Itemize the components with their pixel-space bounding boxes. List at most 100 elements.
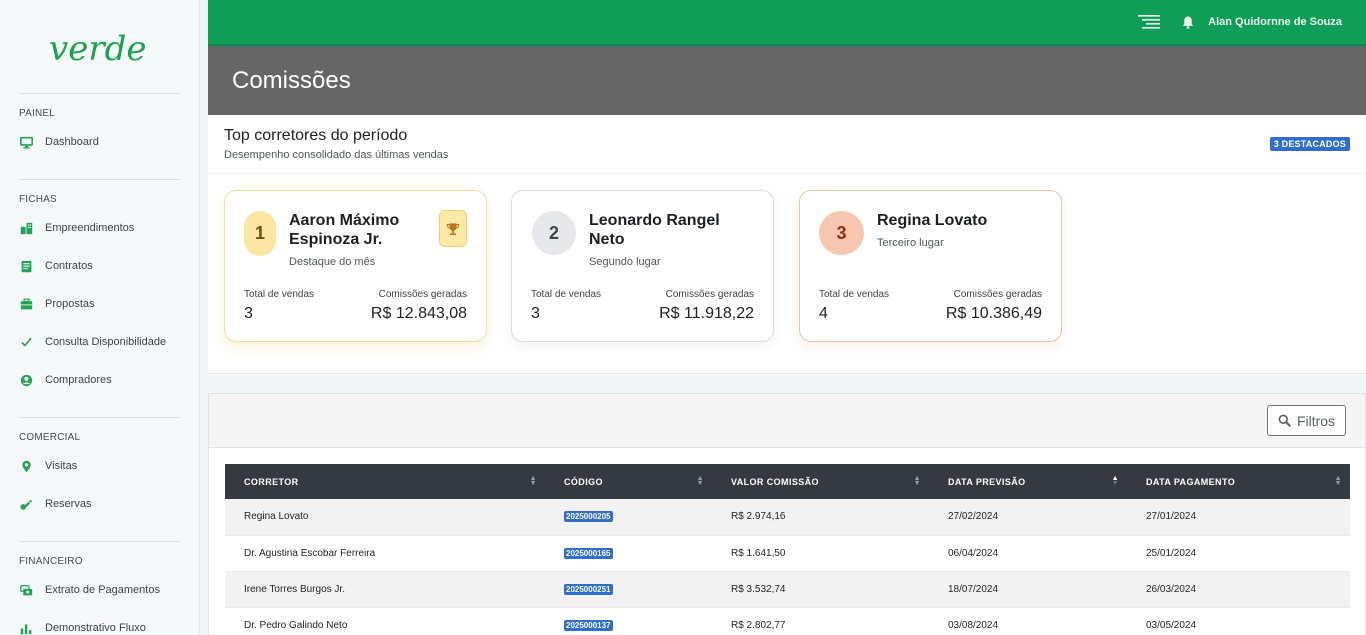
sidebar-item-label: Contratos: [45, 260, 93, 272]
sidebar-item-label: Propostas: [45, 298, 95, 310]
cell-broker: Irene Torres Burgos Jr.: [244, 583, 345, 595]
bar-chart-icon: [19, 621, 33, 635]
code-badge: 2025000137: [564, 619, 613, 631]
money-icon: [19, 583, 33, 597]
user-name[interactable]: Alan Quidornne de Souza: [1208, 16, 1342, 28]
rank-badge: 2: [532, 211, 576, 255]
menu-icon[interactable]: [1138, 15, 1161, 29]
document-icon: [19, 259, 33, 273]
code-badge: 2025000165: [564, 547, 613, 559]
cell-payment-date: 03/05/2024: [1146, 619, 1197, 631]
nav-section-comercial: COMERCIAL Visitas Reservas: [19, 417, 180, 541]
broker-subtitle: Terceiro lugar: [877, 237, 944, 249]
column-header-corretor[interactable]: CORRETOR ▲ ▼: [244, 475, 537, 487]
key-icon: [19, 497, 33, 511]
sidebar-item-label: Dashboard: [45, 136, 99, 148]
sidebar-item-label: Extrato de Pagamentos: [45, 584, 160, 596]
column-header-valor-comissao[interactable]: VALOR COMISSÃO ▲ ▼: [731, 475, 921, 487]
table-row[interactable]: Irene Torres Burgos Jr. 2025000251 R$ 3.…: [225, 571, 1350, 607]
sidebar-item-demonstrativo-fluxo[interactable]: Demonstrativo Fluxo: [19, 609, 180, 635]
top-brokers-panel: Top corretores do período Desempenho con…: [208, 115, 1366, 374]
sidebar-item-label: Visitas: [45, 460, 78, 472]
sidebar-item-extrato-pagamentos[interactable]: Extrato de Pagamentos: [19, 571, 180, 609]
sidebar-item-label: Demonstrativo Fluxo: [45, 622, 146, 634]
cell-payment-date: 25/01/2024: [1146, 547, 1197, 559]
svg-text:verde: verde: [49, 29, 146, 69]
broker-card-second[interactable]: 2 Leonardo Rangel Neto Segundo lugar Tot…: [511, 190, 774, 342]
broker-name: Aaron Máximo Espinoza Jr.: [289, 212, 400, 248]
sidebar-item-propostas[interactable]: Propostas: [19, 285, 180, 323]
top-navbar: Alan Quidornne de Souza: [208, 0, 1366, 46]
sales-label: Total de vendas: [531, 289, 602, 300]
filters-button[interactable]: Filtros: [1267, 405, 1346, 436]
page-title: Comissões: [232, 66, 351, 94]
commission-label: Comissões geradas: [953, 289, 1042, 300]
sidebar: verde PAINEL Dashboard FICHAS Empreendim…: [0, 0, 200, 635]
building-icon: [19, 221, 33, 235]
table-row[interactable]: Dr. Pedro Galindo Neto 2025000137 R$ 2.8…: [225, 607, 1350, 635]
search-icon: [1278, 414, 1291, 427]
broker-card-first[interactable]: 1 Aaron Máximo Espinoza Jr. Destaque do …: [224, 190, 487, 342]
sales-value: 3: [531, 305, 540, 322]
sort-icon: ▲ ▼: [913, 475, 921, 487]
cell-broker: Dr. Pedro Galindo Neto: [244, 619, 348, 631]
cell-commission: R$ 2.802,77: [731, 619, 786, 631]
column-header-data-pagamento[interactable]: DATA PAGAMENTO ▲ ▼: [1146, 475, 1342, 487]
nav-section-financeiro: FINANCEIRO Extrato de Pagamentos Demonst…: [19, 541, 180, 635]
top-brokers-header: Top corretores do período Desempenho con…: [208, 115, 1366, 174]
column-header-codigo[interactable]: CÓDIGO ▲ ▼: [564, 475, 704, 487]
code-badge: 2025000251: [564, 583, 613, 595]
sidebar-item-visitas[interactable]: Visitas: [19, 447, 180, 485]
sidebar-item-label: Consulta Disponibilidade: [45, 336, 167, 348]
sidebar-item-empreendimentos[interactable]: Empreendimentos: [19, 209, 180, 247]
bell-icon[interactable]: [1182, 16, 1194, 29]
nav-section-painel: PAINEL Dashboard: [19, 93, 180, 179]
cell-broker: Dr. Agustina Escobar Ferreira: [244, 547, 376, 559]
sidebar-item-reservas[interactable]: Reservas: [19, 485, 180, 523]
map-pin-icon: [19, 459, 33, 473]
cell-payment-date: 27/01/2024: [1146, 511, 1197, 523]
column-header-data-previsao[interactable]: DATA PREVISÃO ▲ ▼: [948, 475, 1119, 487]
verde-logo-icon: verde: [49, 29, 146, 69]
briefcase-icon: [19, 297, 33, 311]
cell-broker: Regina Lovato: [244, 511, 309, 523]
broker-card-third[interactable]: 3 Regina Lovato Terceiro lugar Total de …: [799, 190, 1062, 342]
broker-subtitle: Destaque do mês: [289, 256, 376, 268]
broker-name: Leonardo Rangel Neto: [589, 212, 720, 248]
sidebar-item-contratos[interactable]: Contratos: [19, 247, 180, 285]
table-row[interactable]: Regina Lovato 2025000205 R$ 2.974,16 27/…: [225, 499, 1350, 535]
check-icon: [19, 335, 33, 349]
broker-subtitle: Segundo lugar: [589, 256, 661, 268]
cell-commission: R$ 2.974,16: [731, 511, 786, 523]
cell-forecast-date: 03/08/2024: [948, 619, 999, 631]
sidebar-item-dashboard[interactable]: Dashboard: [19, 123, 180, 161]
table-row[interactable]: Dr. Agustina Escobar Ferreira 2025000165…: [225, 535, 1350, 571]
sidebar-item-consulta-disponibilidade[interactable]: Consulta Disponibilidade: [19, 323, 180, 361]
sales-value: 3: [244, 305, 253, 322]
sales-value: 4: [819, 305, 828, 322]
top-brokers-subtitle: Desempenho consolidado das últimas venda…: [224, 149, 449, 161]
sidebar-item-compradores[interactable]: Compradores: [19, 361, 180, 399]
sort-icon: ▲ ▼: [529, 475, 537, 487]
trophy-icon: [439, 210, 467, 247]
rank-badge: 1: [244, 211, 276, 256]
table-toolbar: Filtros: [209, 394, 1365, 448]
cell-payment-date: 26/03/2024: [1146, 583, 1197, 595]
commissions-table: CORRETOR ▲ ▼ CÓDIGO ▲ ▼ VALOR COMISSÃO ▲ ▼ DAT…: [225, 464, 1350, 635]
commission-value: R$ 11.918,22: [659, 305, 754, 322]
nav-section-title: FINANCEIRO: [19, 556, 83, 567]
user-circle-icon: [19, 373, 33, 387]
highlighted-badge: 3 DESTACADOS: [1269, 137, 1350, 151]
cell-forecast-date: 06/04/2024: [948, 547, 999, 559]
commission-label: Comissões geradas: [665, 289, 754, 300]
filters-button-label: Filtros: [1296, 412, 1336, 429]
sort-icon: ▲ ▼: [696, 475, 704, 487]
code-badge: 2025000205: [564, 511, 613, 523]
brand-logo[interactable]: verde: [0, 0, 199, 93]
sort-asc-icon: ▲ ▼: [1111, 475, 1119, 487]
top-brokers-title: Top corretores do período: [224, 127, 408, 144]
nav-section-title: FICHAS: [19, 194, 57, 205]
table-header-row: CORRETOR ▲ ▼ CÓDIGO ▲ ▼ VALOR COMISSÃO ▲ ▼ DAT…: [225, 464, 1350, 499]
sidebar-item-label: Reservas: [45, 498, 92, 510]
cell-commission: R$ 3.532,74: [731, 583, 786, 595]
